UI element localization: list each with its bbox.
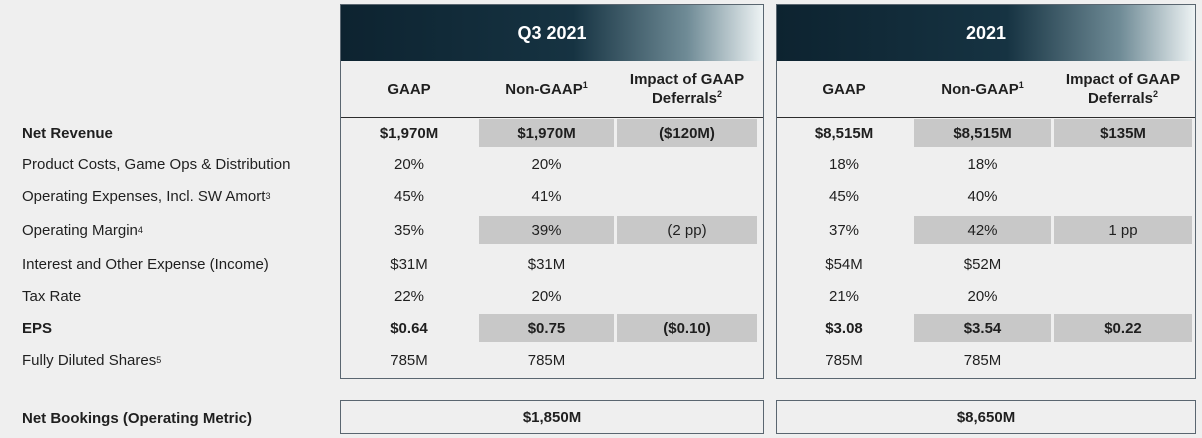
net-bookings-label: Net Bookings (Operating Metric) (22, 409, 253, 427)
q3-cell: ($120M) (617, 119, 757, 147)
q3-cell (617, 346, 757, 374)
q3-cell (617, 282, 757, 310)
q3-cell (617, 150, 757, 178)
fy-cell: $54M (825, 255, 863, 273)
q3-net-bookings: $1,850M (340, 400, 764, 434)
row-label: Net Revenue (22, 124, 113, 142)
row-label: Operating Expenses, Incl. SW Amort 3 (22, 187, 271, 205)
fy-cell: 45% (828, 187, 860, 205)
q3-cell: 20% (531, 155, 562, 173)
q3-cell: $31M (527, 255, 566, 273)
q3-cell: 35% (393, 221, 425, 239)
row-label: Operating Margin 4 (22, 221, 143, 239)
row-label: EPS (22, 319, 53, 337)
q3-col-impact: Impact of GAAP Deferrals2 (629, 71, 745, 107)
fy-cell: 785M (963, 351, 1002, 369)
q3-2021-header: Q3 2021 (341, 5, 763, 61)
q3-cell: 39% (479, 216, 614, 244)
fy-net-bookings: $8,650M (776, 400, 1196, 434)
q3-cell: ($0.10) (617, 314, 757, 342)
q3-cell (617, 250, 757, 278)
fy-cell: 18% (967, 155, 998, 173)
row-label: Interest and Other Expense (Income) (22, 255, 269, 273)
fy-cell: $0.22 (1054, 314, 1192, 342)
row-label: Fully Diluted Shares 5 (22, 351, 162, 369)
q3-col-gaap: GAAP (387, 80, 431, 98)
fy-cell: 42% (914, 216, 1051, 244)
fy-col-nongaap: Non-GAAP1 (941, 79, 1024, 98)
fy-cell: $3.08 (825, 319, 863, 337)
fy-cell: $8,515M (914, 119, 1051, 147)
fy-cell: $135M (1054, 119, 1192, 147)
q3-header-rule (341, 117, 763, 118)
fy-cell: 18% (828, 155, 860, 173)
fy-cell (1054, 150, 1192, 178)
q3-cell: 41% (531, 187, 562, 205)
q3-cell: $31M (390, 255, 428, 273)
q3-cell: 20% (531, 287, 562, 305)
q3-cell: $0.64 (390, 319, 428, 337)
q3-cell: (2 pp) (617, 216, 757, 244)
fy-col-gaap: GAAP (822, 80, 866, 98)
row-label: Tax Rate (22, 287, 82, 305)
fy-cell (1054, 282, 1192, 310)
fy-cell: $8,515M (814, 124, 874, 142)
q3-cell (617, 182, 757, 210)
row-label: Product Costs, Game Ops & Distribution (22, 155, 291, 173)
fy-cell: $52M (963, 255, 1002, 273)
q3-cell: $1,970M (379, 124, 439, 142)
fy-cell (1054, 346, 1192, 374)
fy-cell: 1 pp (1054, 216, 1192, 244)
fy-cell (1054, 250, 1192, 278)
fy-cell: 37% (828, 221, 860, 239)
q3-cell: $1,970M (479, 119, 614, 147)
q3-cell: 22% (393, 287, 425, 305)
fy-cell: 20% (967, 287, 998, 305)
fy-cell (1054, 182, 1192, 210)
fy-2021-header: 2021 (777, 5, 1195, 61)
q3-cell: $0.75 (479, 314, 614, 342)
q3-cell: 45% (393, 187, 425, 205)
fy-cell: 40% (967, 187, 998, 205)
q3-cell: 785M (527, 351, 566, 369)
fy-header-rule (777, 117, 1195, 118)
fy-cell: 21% (828, 287, 860, 305)
q3-cell: 785M (390, 351, 428, 369)
q3-cell: 20% (393, 155, 425, 173)
q3-col-nongaap: Non-GAAP1 (505, 79, 588, 98)
fy-cell: $3.54 (914, 314, 1051, 342)
fy-col-impact: Impact of GAAP Deferrals2 (1065, 71, 1181, 107)
fy-cell: 785M (825, 351, 863, 369)
